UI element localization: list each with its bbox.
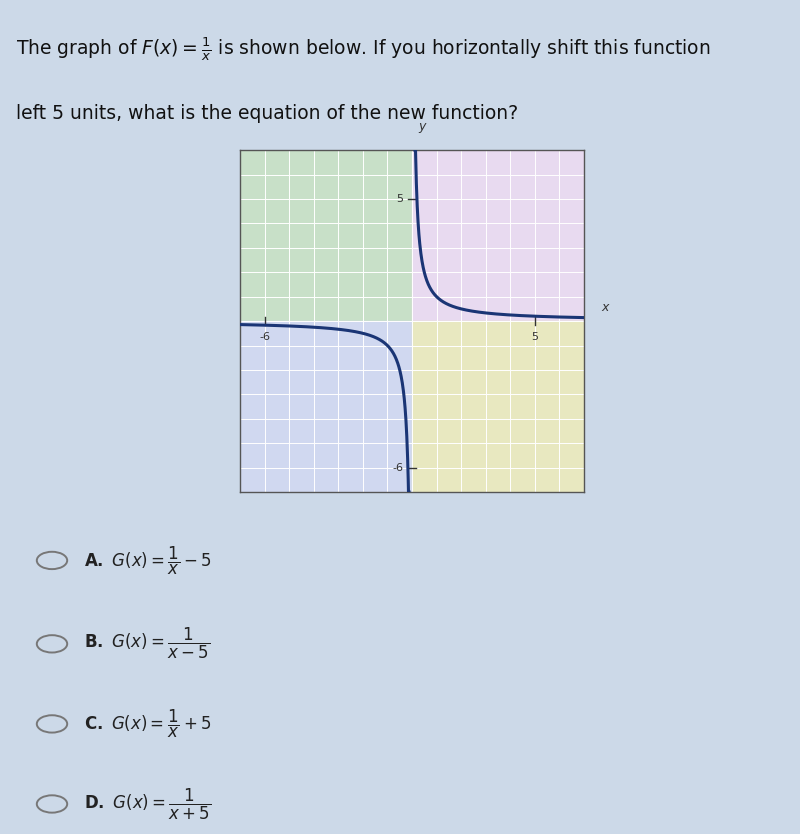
Text: -6: -6: [259, 332, 270, 342]
Text: The graph of $F(x) = \frac{1}{x}$ is shown below. If you horizontally shift this: The graph of $F(x) = \frac{1}{x}$ is sho…: [16, 36, 710, 63]
Text: $\mathbf{A.}$ $G(x) = \dfrac{1}{x} - 5$: $\mathbf{A.}$ $G(x) = \dfrac{1}{x} - 5$: [84, 545, 212, 576]
Text: 5: 5: [397, 194, 403, 204]
Text: $\mathbf{D.}$ $G(x) = \dfrac{1}{x+5}$: $\mathbf{D.}$ $G(x) = \dfrac{1}{x+5}$: [84, 786, 211, 821]
Text: 5: 5: [531, 332, 538, 342]
Text: -6: -6: [392, 463, 403, 473]
Text: x: x: [602, 301, 609, 314]
Text: y: y: [418, 120, 426, 133]
Text: left 5 units, what is the equation of the new function?: left 5 units, what is the equation of th…: [16, 104, 518, 123]
Text: $\mathbf{C.}$ $G(x) = \dfrac{1}{x} + 5$: $\mathbf{C.}$ $G(x) = \dfrac{1}{x} + 5$: [84, 708, 211, 740]
Text: $\mathbf{B.}$ $G(x) = \dfrac{1}{x-5}$: $\mathbf{B.}$ $G(x) = \dfrac{1}{x-5}$: [84, 626, 210, 661]
